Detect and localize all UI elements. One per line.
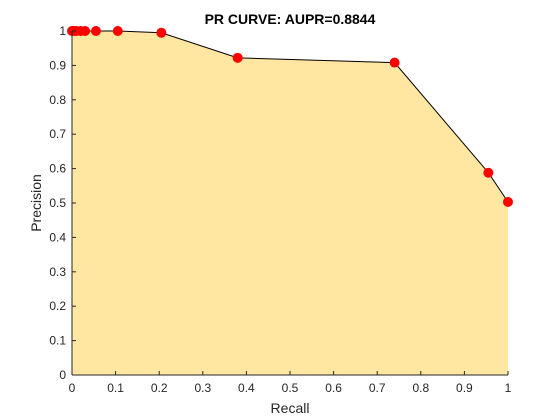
y-tick-label: 0.9 — [49, 58, 66, 72]
data-point-marker — [503, 196, 513, 207]
data-point-marker — [483, 167, 494, 178]
y-tick-label: 0.6 — [49, 162, 66, 176]
x-tick-label: 0.9 — [456, 381, 473, 395]
x-tick-label: 0.1 — [107, 381, 124, 395]
x-tick-label: 0.3 — [194, 381, 211, 395]
data-point-marker — [112, 26, 123, 36]
axes: 0 0.1 0.2 0.3 0.4 0.5 0.6 0.7 0.8 0.9 1 0 0.1 0.2 0.3… — [49, 24, 511, 395]
data-point-marker — [80, 26, 91, 36]
y-tick-label: 0.5 — [49, 196, 66, 210]
data-point-marker — [232, 52, 243, 63]
x-tick-label: 0.8 — [412, 381, 429, 395]
chart-title: PR CURVE: AUPR=0.8844 — [205, 11, 376, 27]
y-tick-label: 0.1 — [49, 334, 66, 348]
data-point-marker — [90, 26, 101, 36]
x-tick-label: 0.2 — [151, 381, 168, 395]
y-tick-label: 1 — [59, 24, 66, 38]
x-tick-label: 0 — [69, 381, 76, 395]
y-tick-label: 0.3 — [49, 265, 66, 279]
x-tick-label: 0.5 — [282, 381, 299, 395]
y-tick-label: 0.4 — [49, 230, 66, 244]
pr-markers — [67, 26, 513, 207]
x-tick-label: 1 — [505, 381, 512, 395]
data-point-marker — [156, 27, 167, 38]
y-tick-label: 0.2 — [49, 299, 66, 313]
pr-area-fill — [72, 31, 508, 375]
x-axis-label: Recall — [271, 400, 310, 416]
plot-area — [67, 26, 513, 375]
data-point-marker — [389, 57, 400, 68]
x-tick-label: 0.7 — [369, 381, 386, 395]
y-tick-label: 0.8 — [49, 93, 66, 107]
x-ticks: 0 0.1 0.2 0.3 0.4 0.5 0.6 0.7 0.8 0.9 1 — [69, 371, 512, 395]
y-tick-label: 0 — [59, 368, 66, 382]
x-tick-label: 0.4 — [238, 381, 255, 395]
x-tick-label: 0.6 — [325, 381, 342, 395]
y-axis-label: Precision — [28, 174, 44, 232]
y-ticks: 0 0.1 0.2 0.3 0.4 0.5 0.6 0.7 0.8 0.9 1 — [49, 24, 76, 382]
y-tick-label: 0.7 — [49, 127, 66, 141]
